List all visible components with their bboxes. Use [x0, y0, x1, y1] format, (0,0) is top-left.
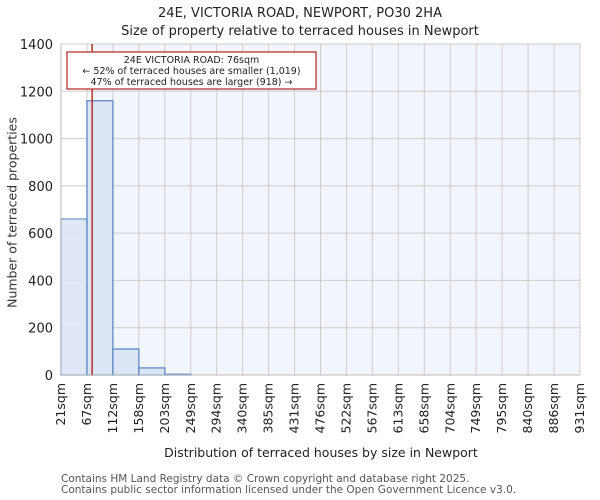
footer-line-1: Contains HM Land Registry data © Crown c…	[61, 473, 470, 485]
y-tick-label: 1000	[20, 133, 53, 148]
x-tick-label: 294sqm	[209, 383, 224, 433]
histogram-bar	[86, 100, 114, 376]
x-tick-label: 840sqm	[520, 383, 535, 433]
x-tick-label: 21sqm	[53, 383, 68, 426]
histogram-bar	[138, 367, 166, 376]
annotation-box	[66, 51, 317, 90]
x-tick-label: 886sqm	[546, 383, 561, 433]
x-tick-label: 658sqm	[416, 383, 431, 433]
x-tick-label: 931sqm	[572, 383, 587, 433]
x-tick-label: 67sqm	[79, 383, 94, 426]
annotation-line-1: 24E VICTORIA ROAD: 76sqm	[124, 55, 260, 66]
y-tick-label: 0	[45, 369, 53, 384]
x-tick-label: 749sqm	[468, 383, 483, 433]
x-tick-label: 203sqm	[157, 383, 172, 433]
x-tick-label: 476sqm	[313, 383, 328, 433]
x-axis-label: Distribution of terraced houses by size …	[164, 445, 478, 460]
chart-title: 24E, VICTORIA ROAD, NEWPORT, PO30 2HA	[158, 6, 442, 21]
x-tick-label: 431sqm	[287, 383, 302, 433]
chart-subtitle: Size of property relative to terraced ho…	[121, 24, 479, 39]
y-tick-label: 600	[28, 227, 53, 242]
x-tick-label: 249sqm	[183, 383, 198, 433]
y-tick-label: 1400	[20, 38, 53, 53]
x-tick-label: 340sqm	[235, 383, 250, 433]
x-tick-label: 704sqm	[442, 383, 457, 433]
x-tick-label: 522sqm	[338, 383, 353, 433]
x-tick-label: 158sqm	[131, 383, 146, 433]
x-tick-label: 385sqm	[261, 383, 276, 433]
y-tick-label: 800	[28, 180, 53, 195]
x-tick-label: 795sqm	[494, 383, 509, 433]
x-tick-label: 613sqm	[390, 383, 405, 433]
y-axis-label: Number of terraced properties	[4, 117, 20, 308]
y-tick-label: 400	[28, 274, 53, 289]
histogram-bar	[112, 348, 140, 376]
histogram-bar	[60, 218, 88, 376]
y-tick-label: 200	[28, 322, 53, 337]
annotation-line-3: 47% of terraced houses are larger (918) …	[91, 77, 293, 88]
x-tick-label: 112sqm	[105, 383, 120, 433]
y-tick-label: 1200	[20, 85, 53, 100]
x-tick-label: 567sqm	[364, 383, 379, 433]
plot-area-right	[92, 44, 580, 375]
annotation-line-2: ← 52% of terraced houses are smaller (1,…	[82, 66, 300, 77]
footer-line-2: Contains public sector information licen…	[61, 484, 517, 496]
